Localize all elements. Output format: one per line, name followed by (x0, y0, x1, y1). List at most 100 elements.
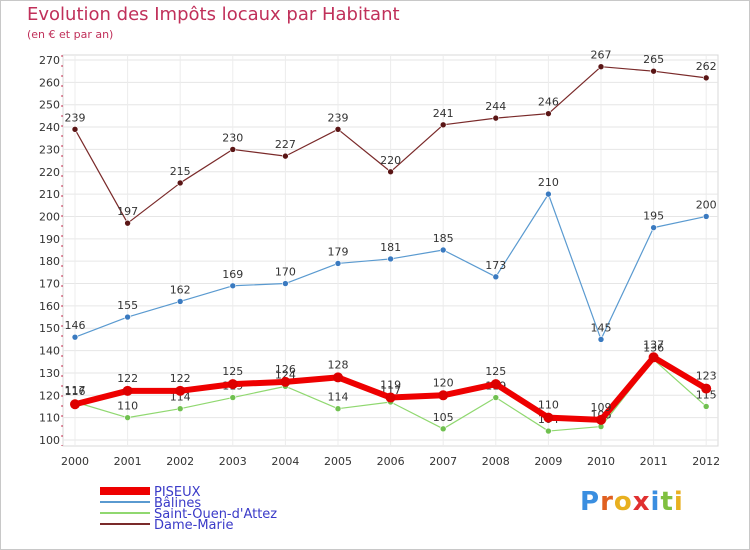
data-label-dame-marie: 239 (328, 111, 349, 124)
x-tick-label: 2009 (534, 455, 562, 468)
y-tick-label: 190 (39, 233, 60, 246)
data-point-saint-ouen-d-attez (703, 403, 709, 409)
y-tick-label: 100 (39, 434, 60, 447)
data-label-piseux: 122 (170, 372, 191, 385)
y-tick-label: 270 (39, 54, 60, 67)
x-tick-label: 2000 (61, 455, 89, 468)
y-tick-label: 210 (39, 188, 60, 201)
data-label-dame-marie: 267 (591, 49, 612, 62)
data-label-saint-ouen-d-attez: 105 (433, 411, 454, 424)
data-point-dame-marie (440, 122, 446, 128)
x-tick-label: 2001 (114, 455, 142, 468)
data-point-b-lines (545, 191, 551, 197)
data-label-dame-marie: 230 (222, 131, 243, 144)
logo-letter: r (600, 487, 614, 517)
data-label-b-lines: 185 (433, 232, 454, 245)
data-point-piseux (649, 352, 659, 362)
data-point-b-lines (703, 213, 709, 219)
data-point-b-lines (598, 336, 604, 342)
data-label-dame-marie: 197 (117, 205, 138, 218)
data-label-piseux: 109 (591, 401, 612, 414)
data-point-b-lines (440, 247, 446, 253)
x-tick-label: 2010 (587, 455, 615, 468)
y-tick-label: 120 (39, 389, 60, 402)
data-point-dame-marie (703, 75, 709, 81)
data-point-piseux (701, 384, 711, 394)
data-label-b-lines: 162 (170, 283, 191, 296)
data-label-dame-marie: 227 (275, 138, 296, 151)
y-tick-label: 180 (39, 255, 60, 268)
x-tick-label: 2007 (429, 455, 457, 468)
data-point-saint-ouen-d-attez (493, 395, 499, 401)
data-label-piseux: 125 (222, 365, 243, 378)
data-label-dame-marie: 244 (485, 100, 506, 113)
data-point-saint-ouen-d-attez (335, 406, 341, 412)
data-label-dame-marie: 262 (696, 60, 717, 73)
data-point-b-lines (125, 314, 131, 320)
data-point-b-lines (493, 274, 499, 280)
y-tick-label: 250 (39, 99, 60, 112)
logo-letter: t (660, 487, 673, 517)
data-point-b-lines (72, 334, 78, 340)
logo-letter: i (651, 487, 661, 517)
data-point-piseux (543, 413, 553, 423)
data-label-b-lines: 155 (117, 299, 138, 312)
data-point-piseux (438, 390, 448, 400)
data-label-piseux: 126 (275, 363, 296, 376)
data-label-b-lines: 173 (485, 259, 506, 272)
x-tick-label: 2006 (377, 455, 405, 468)
x-tick-label: 2002 (166, 455, 194, 468)
y-tick-label: 260 (39, 76, 60, 89)
data-label-b-lines: 195 (643, 210, 664, 223)
data-label-b-lines: 179 (328, 245, 349, 258)
logo-letter: P (580, 487, 600, 517)
proxiti-logo: Proxiti (580, 487, 684, 517)
legend-label-dame-marie: Dame-Marie (154, 518, 233, 533)
line-chart: 1001101201301401501601701801902002102202… (0, 0, 750, 550)
data-point-piseux (228, 379, 238, 389)
data-label-dame-marie: 215 (170, 165, 191, 178)
x-tick-label: 2012 (692, 455, 720, 468)
data-label-dame-marie: 265 (643, 53, 664, 66)
data-point-dame-marie (545, 111, 551, 117)
data-label-piseux: 122 (117, 372, 138, 385)
data-point-b-lines (177, 298, 183, 304)
data-label-b-lines: 181 (380, 241, 401, 254)
data-point-piseux (123, 386, 133, 396)
data-point-b-lines (230, 283, 236, 289)
data-label-b-lines: 169 (222, 268, 243, 281)
data-point-dame-marie (177, 180, 183, 186)
data-label-saint-ouen-d-attez: 110 (117, 400, 138, 413)
data-point-dame-marie (651, 68, 657, 74)
data-point-piseux (386, 393, 396, 403)
y-tick-label: 220 (39, 166, 60, 179)
x-tick-label: 2008 (482, 455, 510, 468)
data-point-saint-ouen-d-attez (125, 415, 131, 421)
logo-letter: o (614, 487, 633, 517)
data-label-piseux: 110 (538, 399, 559, 412)
data-label-piseux: 128 (328, 358, 349, 371)
y-tick-label: 200 (39, 210, 60, 223)
y-tick-label: 170 (39, 278, 60, 291)
data-label-piseux: 119 (380, 379, 401, 392)
data-label-b-lines: 145 (591, 321, 612, 334)
x-tick-label: 2004 (271, 455, 299, 468)
data-point-piseux (596, 415, 606, 425)
y-tick-label: 240 (39, 121, 60, 134)
x-tick-label: 2005 (324, 455, 352, 468)
y-tick-label: 140 (39, 345, 60, 358)
data-point-piseux (491, 379, 501, 389)
data-label-piseux: 125 (485, 365, 506, 378)
data-point-saint-ouen-d-attez (545, 428, 551, 434)
data-point-dame-marie (125, 220, 131, 226)
data-label-saint-ouen-d-attez: 114 (328, 391, 349, 404)
data-point-b-lines (388, 256, 394, 262)
y-tick-label: 130 (39, 367, 60, 380)
data-label-b-lines: 210 (538, 176, 559, 189)
data-point-dame-marie (335, 126, 341, 132)
data-point-b-lines (282, 281, 288, 287)
x-tick-label: 2011 (640, 455, 668, 468)
data-point-saint-ouen-d-attez (177, 406, 183, 412)
data-point-dame-marie (388, 169, 394, 175)
data-point-dame-marie (72, 126, 78, 132)
